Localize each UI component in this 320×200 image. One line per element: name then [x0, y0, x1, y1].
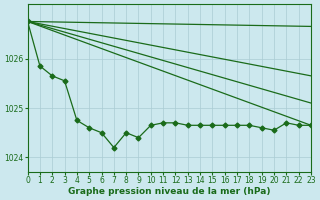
- X-axis label: Graphe pression niveau de la mer (hPa): Graphe pression niveau de la mer (hPa): [68, 187, 270, 196]
